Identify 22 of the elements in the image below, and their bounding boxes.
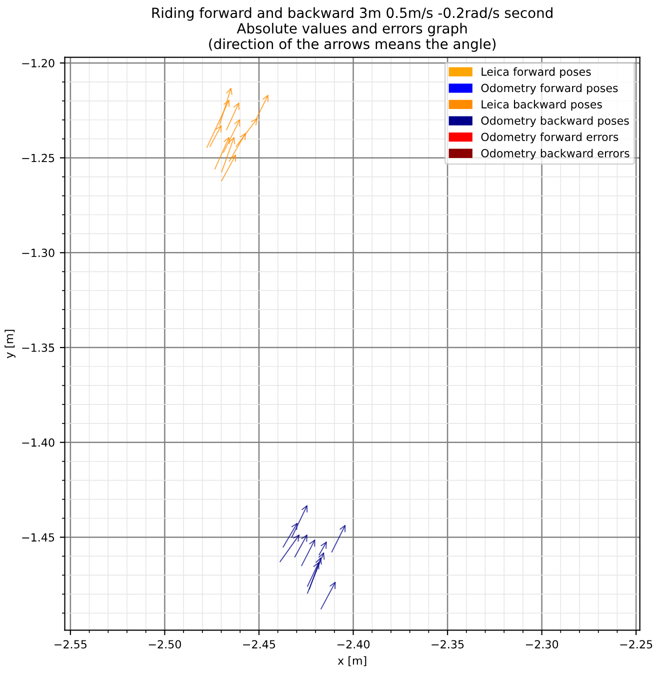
- legend-label: Odometry backward poses: [481, 116, 629, 127]
- x-tick-label: −2.40: [337, 640, 370, 649]
- legend-label: Odometry forward poses: [481, 84, 618, 94]
- y-tick-label: −1.30: [22, 248, 54, 258]
- y-tick-label: −1.40: [22, 438, 54, 447]
- y-tick-label: −1.25: [22, 154, 54, 162]
- x-tick-label: −2.30: [526, 640, 558, 649]
- legend-label: Leica forward poses: [482, 67, 591, 78]
- x-tick-label: −2.50: [148, 640, 181, 649]
- x-tick-label: −2.25: [620, 640, 652, 649]
- y-tick-label: −1.35: [22, 344, 54, 352]
- y-axis-title: y [m]: [4, 330, 16, 358]
- x-axis-title: x [m]: [338, 656, 366, 666]
- legend-label: Odometry backward errors: [481, 148, 630, 160]
- x-tick-label: −2.35: [432, 640, 464, 649]
- legend-label: Leica backward poses: [482, 100, 602, 111]
- x-tick-label: −2.55: [54, 640, 86, 649]
- legend-label: Odometry forward errors: [481, 132, 618, 144]
- x-tick-label: −2.45: [243, 640, 276, 649]
- y-tick-label: −1.45: [22, 533, 54, 542]
- chart-title: Riding forward and backward 3m 0.5m/s -0.2rad/s second Absolute values and errors graph (direction of the arrows means the angle): [152, 7, 552, 52]
- y-tick-label: −1.20: [22, 58, 54, 68]
